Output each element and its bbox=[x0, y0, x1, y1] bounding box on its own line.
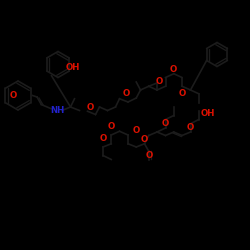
Text: O: O bbox=[108, 122, 115, 131]
Text: O: O bbox=[122, 89, 130, 98]
Text: OH: OH bbox=[66, 64, 80, 72]
Text: O: O bbox=[170, 66, 177, 74]
Text: O: O bbox=[100, 134, 106, 143]
Text: O: O bbox=[162, 119, 169, 128]
Text: O: O bbox=[141, 135, 148, 144]
Text: O: O bbox=[10, 90, 17, 100]
Text: NH: NH bbox=[50, 106, 64, 115]
Text: O: O bbox=[145, 151, 152, 160]
Text: O: O bbox=[156, 77, 163, 86]
Text: O: O bbox=[87, 102, 94, 112]
Text: O: O bbox=[178, 89, 186, 98]
Text: OH: OH bbox=[200, 108, 215, 118]
Text: O: O bbox=[187, 124, 194, 132]
Text: O: O bbox=[132, 126, 140, 135]
